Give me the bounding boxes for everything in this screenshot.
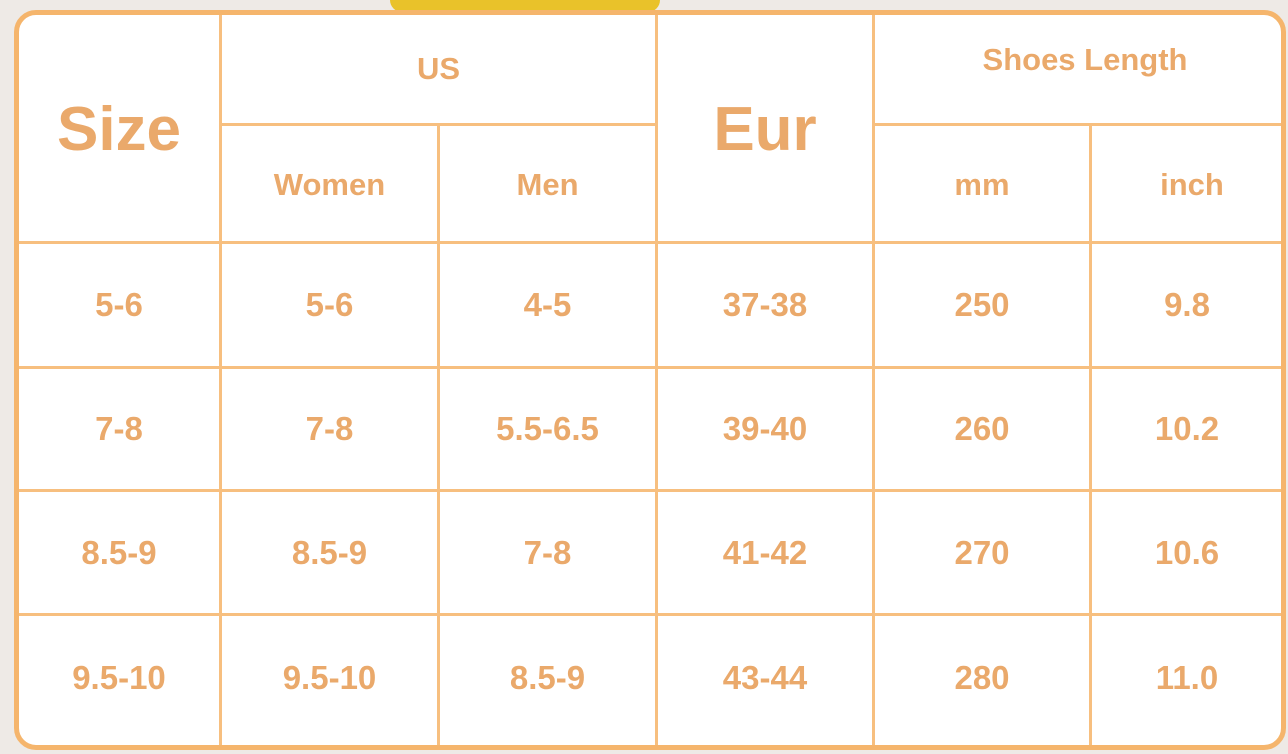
header-mm: mm [954, 166, 1010, 202]
cell-inch: 11.0 [1155, 659, 1219, 696]
divider [872, 15, 875, 745]
cell-inch: 9.8 [1164, 286, 1210, 323]
divider [19, 489, 1281, 492]
cell-inch: 10.2 [1154, 410, 1220, 447]
header-eur: Eur [713, 94, 817, 164]
cell-us-men: 7-8 [523, 533, 572, 571]
cell-mm: 270 [954, 533, 1010, 571]
cell-eur: 41-42 [722, 533, 808, 571]
divider [1089, 123, 1092, 745]
divider [655, 15, 658, 745]
cell-inch: 10.6 [1154, 533, 1220, 571]
background-photo [390, 0, 660, 12]
cell-mm: 280 [954, 659, 1010, 696]
cell-size: 9.5-10 [72, 659, 166, 696]
header-inch: inch [1160, 166, 1224, 202]
cell-size: 8.5-9 [81, 533, 157, 571]
divider [872, 123, 1281, 126]
header-size: Size [56, 94, 182, 164]
cell-eur: 37-38 [722, 286, 808, 323]
divider [19, 613, 1281, 616]
cell-mm: 250 [954, 286, 1010, 323]
size-chart-table: Size US Women Men Eur Shoes Length mm in… [14, 10, 1286, 750]
divider [19, 366, 1281, 369]
divider [19, 241, 1281, 244]
cell-us-women: 7-8 [305, 410, 354, 447]
header-shoes-length: Shoes Length [982, 42, 1188, 77]
cell-us-women: 5-6 [305, 286, 354, 323]
cell-eur: 43-44 [722, 659, 808, 696]
cell-us-men: 8.5-9 [509, 659, 586, 696]
cell-us-women: 8.5-9 [291, 533, 368, 571]
cell-eur: 39-40 [722, 410, 808, 447]
header-us: US [416, 51, 461, 86]
cell-us-women: 9.5-10 [282, 659, 377, 696]
header-men: Men [516, 166, 579, 202]
cell-size: 5-6 [95, 286, 143, 323]
header-women: Women [273, 166, 386, 202]
cell-mm: 260 [954, 410, 1010, 447]
divider [219, 15, 222, 745]
cell-size: 7-8 [95, 410, 143, 447]
cell-us-men: 4-5 [523, 286, 572, 323]
divider [437, 123, 440, 745]
divider [219, 123, 655, 126]
cell-us-men: 5.5-6.5 [496, 410, 599, 447]
